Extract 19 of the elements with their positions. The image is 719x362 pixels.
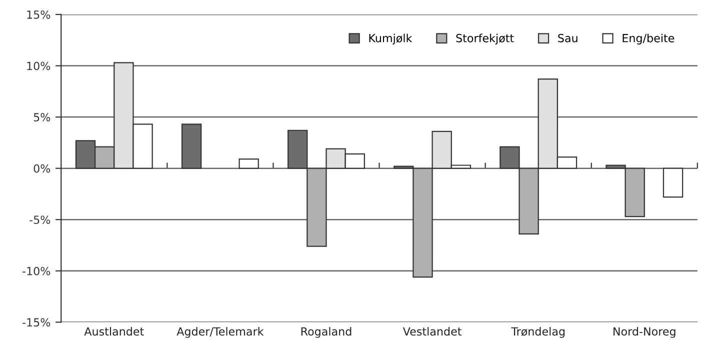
y-tick-label: -15% [22,318,50,327]
y-tick-label: -10% [22,266,50,276]
bar [662,168,684,198]
x-tick-label: Nord-Noreg [614,327,676,338]
y-tick-label: 10% [27,62,50,70]
x-tick-label: Austlandet [84,327,144,336]
y-tick-label: 15% [27,10,50,19]
y-tick-label: -5% [30,216,50,224]
legend-label: Kumjølk [369,34,412,44]
x-tick-label: Agder/Telemark [176,327,264,338]
x-tick-label: Rogaland [301,327,352,338]
legend-label: Eng/beite [622,34,674,44]
x-tick-label: Trøndelag [511,327,565,338]
y-tick-label: 0% [34,164,50,173]
legend-label: Sau [558,34,578,42]
y-tick-label: 5% [34,113,50,122]
bar [238,158,259,169]
legend-label: Storfekjøtt [456,34,514,44]
x-tick-label: Vestlandet [402,327,462,336]
